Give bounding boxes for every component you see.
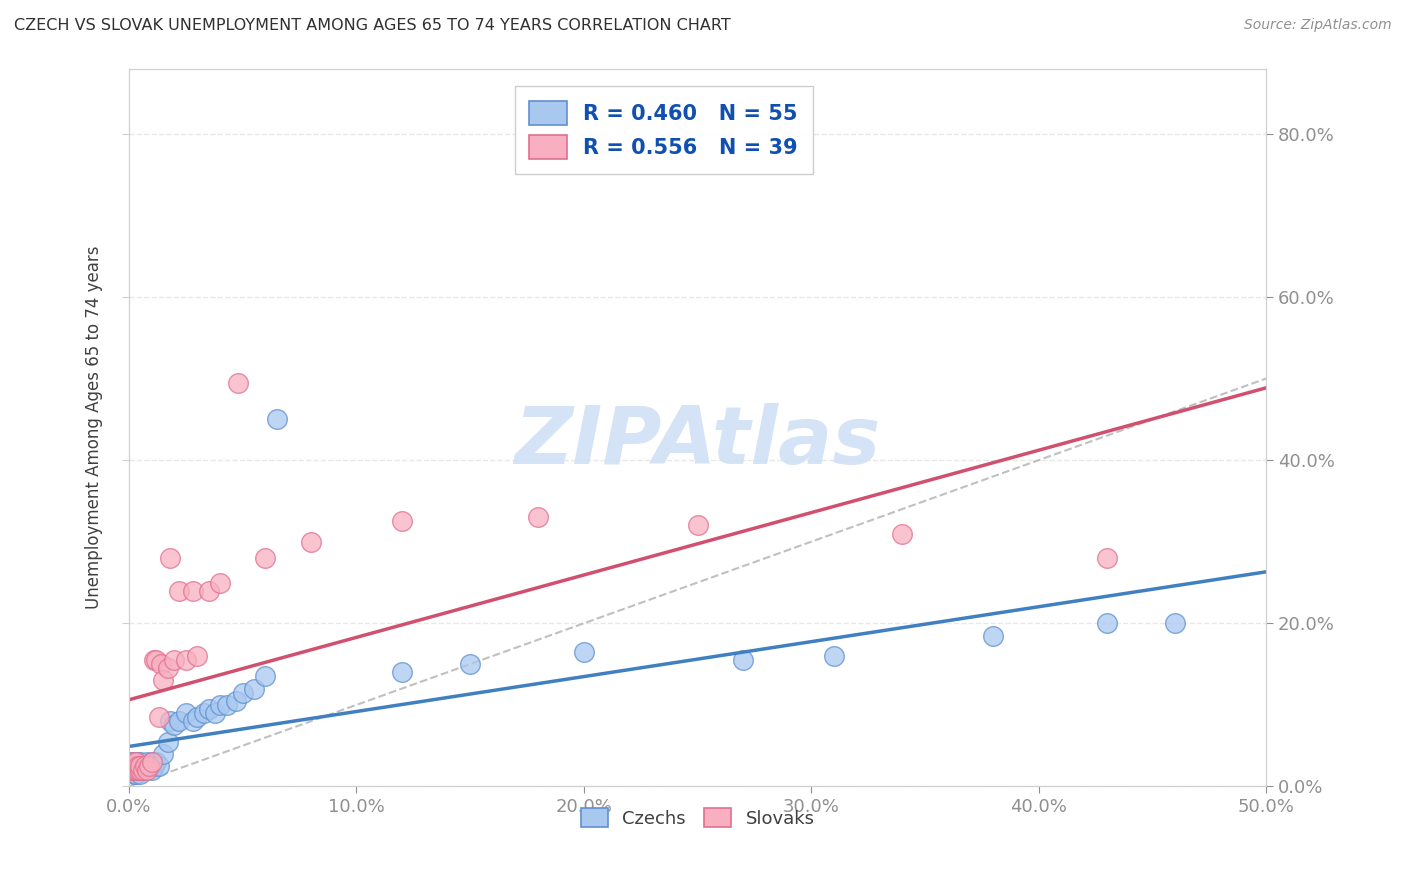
Point <box>167 714 190 729</box>
Point <box>148 759 170 773</box>
Point <box>129 763 152 777</box>
Point <box>131 759 153 773</box>
Point <box>122 763 145 777</box>
Point <box>143 759 166 773</box>
Point <box>156 661 179 675</box>
Point <box>125 759 148 773</box>
Point <box>125 755 148 769</box>
Point <box>391 665 413 680</box>
Point <box>136 763 159 777</box>
Text: ZIPAtlas: ZIPAtlas <box>515 403 880 481</box>
Point <box>125 759 148 773</box>
Point <box>159 714 181 729</box>
Point <box>204 706 226 720</box>
Point <box>129 755 152 769</box>
Point <box>136 755 159 769</box>
Point <box>163 653 186 667</box>
Point <box>127 755 149 769</box>
Point <box>527 510 550 524</box>
Point <box>120 755 142 769</box>
Point <box>138 759 160 773</box>
Point <box>686 518 709 533</box>
Point <box>141 763 163 777</box>
Point <box>174 706 197 720</box>
Point <box>156 734 179 748</box>
Point <box>125 763 148 777</box>
Point <box>232 686 254 700</box>
Point <box>145 755 167 769</box>
Point <box>149 657 172 672</box>
Point <box>181 714 204 729</box>
Point <box>226 376 249 390</box>
Point <box>122 759 145 773</box>
Point <box>225 694 247 708</box>
Point <box>186 648 208 663</box>
Point <box>143 653 166 667</box>
Y-axis label: Unemployment Among Ages 65 to 74 years: Unemployment Among Ages 65 to 74 years <box>86 246 103 609</box>
Point <box>266 412 288 426</box>
Point <box>159 551 181 566</box>
Point <box>174 653 197 667</box>
Point <box>254 551 277 566</box>
Point <box>122 755 145 769</box>
Point <box>823 648 845 663</box>
Point <box>1164 616 1187 631</box>
Point <box>197 583 219 598</box>
Point <box>136 759 159 773</box>
Point <box>208 575 231 590</box>
Point <box>215 698 238 712</box>
Point <box>197 702 219 716</box>
Point <box>134 759 156 773</box>
Point <box>120 763 142 777</box>
Point <box>127 759 149 773</box>
Point <box>134 759 156 773</box>
Point <box>120 759 142 773</box>
Point <box>129 759 152 773</box>
Point <box>152 673 174 688</box>
Point <box>1095 616 1118 631</box>
Point <box>152 747 174 761</box>
Point <box>125 755 148 769</box>
Point <box>299 534 322 549</box>
Point <box>208 698 231 712</box>
Point <box>193 706 215 720</box>
Point <box>391 514 413 528</box>
Point <box>122 767 145 781</box>
Point <box>141 755 163 769</box>
Point <box>1095 551 1118 566</box>
Point <box>129 767 152 781</box>
Point <box>254 669 277 683</box>
Text: Source: ZipAtlas.com: Source: ZipAtlas.com <box>1244 18 1392 32</box>
Point <box>141 755 163 769</box>
Point <box>145 653 167 667</box>
Point <box>127 763 149 777</box>
Point <box>138 759 160 773</box>
Point <box>131 763 153 777</box>
Point <box>129 763 152 777</box>
Point <box>122 755 145 769</box>
Point <box>122 759 145 773</box>
Point <box>125 767 148 781</box>
Legend: Czechs, Slovaks: Czechs, Slovaks <box>574 801 821 835</box>
Point <box>186 710 208 724</box>
Point <box>122 763 145 777</box>
Point <box>120 759 142 773</box>
Point <box>891 526 914 541</box>
Text: CZECH VS SLOVAK UNEMPLOYMENT AMONG AGES 65 TO 74 YEARS CORRELATION CHART: CZECH VS SLOVAK UNEMPLOYMENT AMONG AGES … <box>14 18 731 33</box>
Point <box>458 657 481 672</box>
Point <box>167 583 190 598</box>
Point <box>572 645 595 659</box>
Point <box>181 583 204 598</box>
Point <box>981 628 1004 642</box>
Point <box>731 653 754 667</box>
Point <box>134 763 156 777</box>
Point <box>131 763 153 777</box>
Point <box>127 759 149 773</box>
Point <box>148 710 170 724</box>
Point <box>125 763 148 777</box>
Point <box>243 681 266 696</box>
Point <box>120 763 142 777</box>
Point <box>127 763 149 777</box>
Point <box>163 718 186 732</box>
